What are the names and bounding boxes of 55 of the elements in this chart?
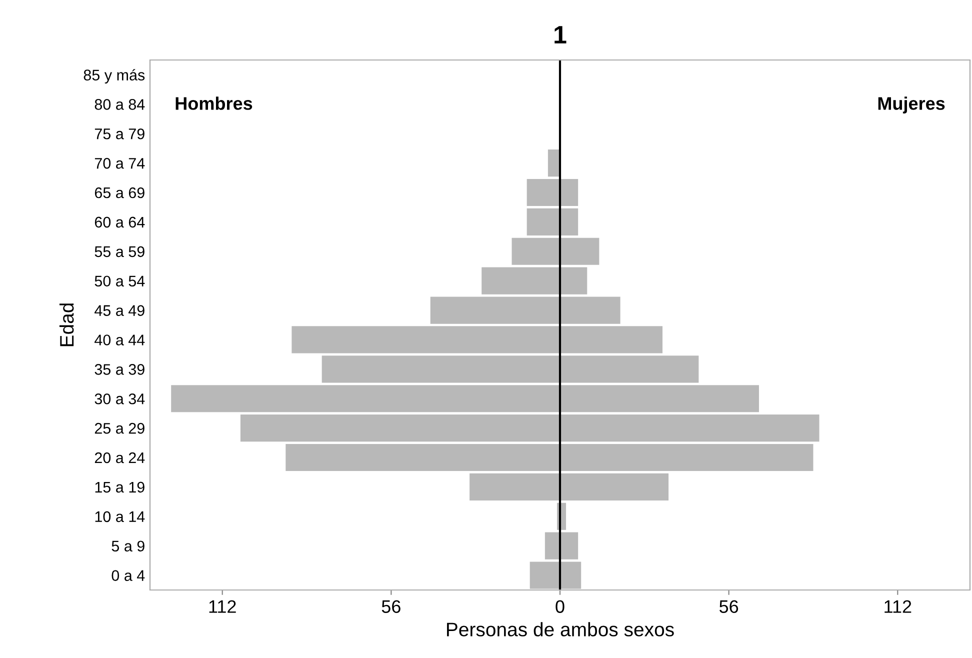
y-tick-label: 15 a 19 bbox=[95, 482, 144, 493]
x-tick-label: 56 bbox=[382, 600, 400, 613]
bar bbox=[560, 356, 699, 383]
bar bbox=[560, 296, 620, 324]
bar bbox=[560, 178, 578, 206]
bar bbox=[512, 238, 560, 265]
y-tick-label: 0 a 4 bbox=[112, 570, 145, 581]
y-tick-label: 35 a 39 bbox=[94, 364, 144, 375]
bar bbox=[171, 385, 560, 412]
y-tick-label: 85 y más bbox=[84, 69, 145, 84]
x-tick-label: 0 bbox=[556, 600, 564, 613]
y-tick-label: 75 a 79 bbox=[94, 128, 144, 140]
bar bbox=[240, 414, 560, 442]
y-tick-label: 60 a 64 bbox=[94, 216, 145, 228]
y-tick-label: 55 a 59 bbox=[94, 246, 144, 258]
bar bbox=[560, 473, 669, 500]
bar bbox=[470, 473, 560, 500]
y-tick-label: 5 a 9 bbox=[112, 540, 144, 552]
y-tick-label: 10 a 14 bbox=[95, 511, 145, 522]
x-axis-title: Personas de ambos sexos bbox=[447, 622, 674, 636]
bar bbox=[560, 238, 600, 265]
x-tick-label: 112 bbox=[884, 600, 912, 613]
x-tick-label: 112 bbox=[209, 600, 236, 613]
y-tick-label: 70 a 74 bbox=[94, 158, 145, 169]
bar bbox=[482, 267, 560, 294]
chart-title: 1 bbox=[554, 26, 566, 44]
bar bbox=[526, 208, 560, 236]
bar bbox=[560, 385, 759, 412]
y-tick-label: 40 a 44 bbox=[94, 334, 145, 346]
y-tick-label: 65 a 69 bbox=[94, 187, 144, 198]
bar bbox=[322, 356, 560, 383]
x-tick-label: 56 bbox=[720, 600, 738, 613]
annotation: Mujeres bbox=[878, 96, 945, 114]
y-tick-label: 50 a 54 bbox=[94, 276, 145, 287]
bar bbox=[560, 267, 588, 294]
bar bbox=[560, 444, 814, 472]
bar bbox=[430, 296, 560, 324]
y-tick-label: 80 a 84 bbox=[94, 99, 145, 110]
y-tick-label: 45 a 49 bbox=[94, 305, 144, 316]
bar bbox=[286, 444, 560, 472]
y-tick-label: 30 a 34 bbox=[94, 393, 145, 404]
bar bbox=[560, 562, 582, 589]
bar bbox=[560, 326, 662, 354]
y-tick-label: 25 a 29 bbox=[94, 422, 144, 434]
bar bbox=[530, 562, 560, 589]
bar bbox=[526, 178, 560, 206]
bar bbox=[560, 208, 578, 236]
bar bbox=[292, 326, 560, 354]
bar bbox=[560, 414, 820, 442]
annotation: Hombres bbox=[176, 96, 252, 110]
bar bbox=[560, 532, 578, 560]
bar bbox=[548, 150, 560, 177]
y-tick-label: 20 a 24 bbox=[94, 452, 145, 464]
y-axis-title: Edad bbox=[59, 304, 74, 346]
bar bbox=[544, 532, 560, 560]
